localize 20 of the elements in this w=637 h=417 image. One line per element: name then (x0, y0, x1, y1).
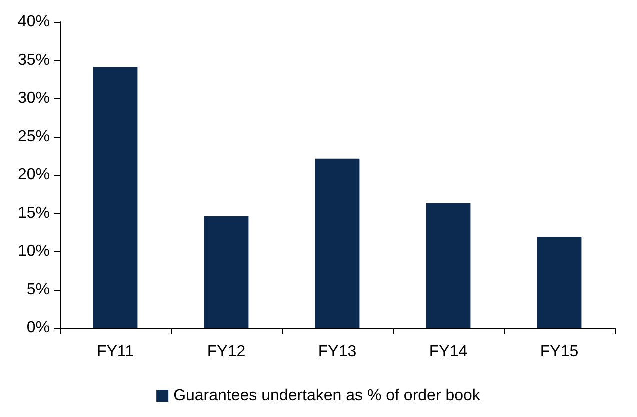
legend-label: Guarantees undertaken as % of order book (174, 388, 482, 404)
bar (204, 216, 249, 328)
bar (93, 67, 138, 328)
y-tick-label: 5% (26, 281, 50, 298)
x-tick-label: FY15 (540, 344, 579, 360)
bar (537, 236, 582, 328)
x-tick-label: FY11 (96, 344, 134, 360)
x-tick-label: FY14 (429, 344, 468, 360)
y-tick-label: 30% (18, 90, 50, 107)
y-tick-label: 40% (18, 14, 50, 30)
y-tick-label: 0% (26, 320, 50, 336)
bar (315, 158, 360, 328)
y-tick-label: 35% (18, 52, 50, 69)
y-tick-label: 25% (18, 128, 50, 146)
y-tick-label: 20% (18, 166, 50, 184)
y-tick-label: 10% (18, 243, 50, 260)
x-tick-label: FY12 (207, 344, 246, 360)
bar (426, 203, 471, 328)
y-tick-label: 15% (18, 204, 50, 222)
x-tick-label: FY13 (318, 344, 357, 360)
